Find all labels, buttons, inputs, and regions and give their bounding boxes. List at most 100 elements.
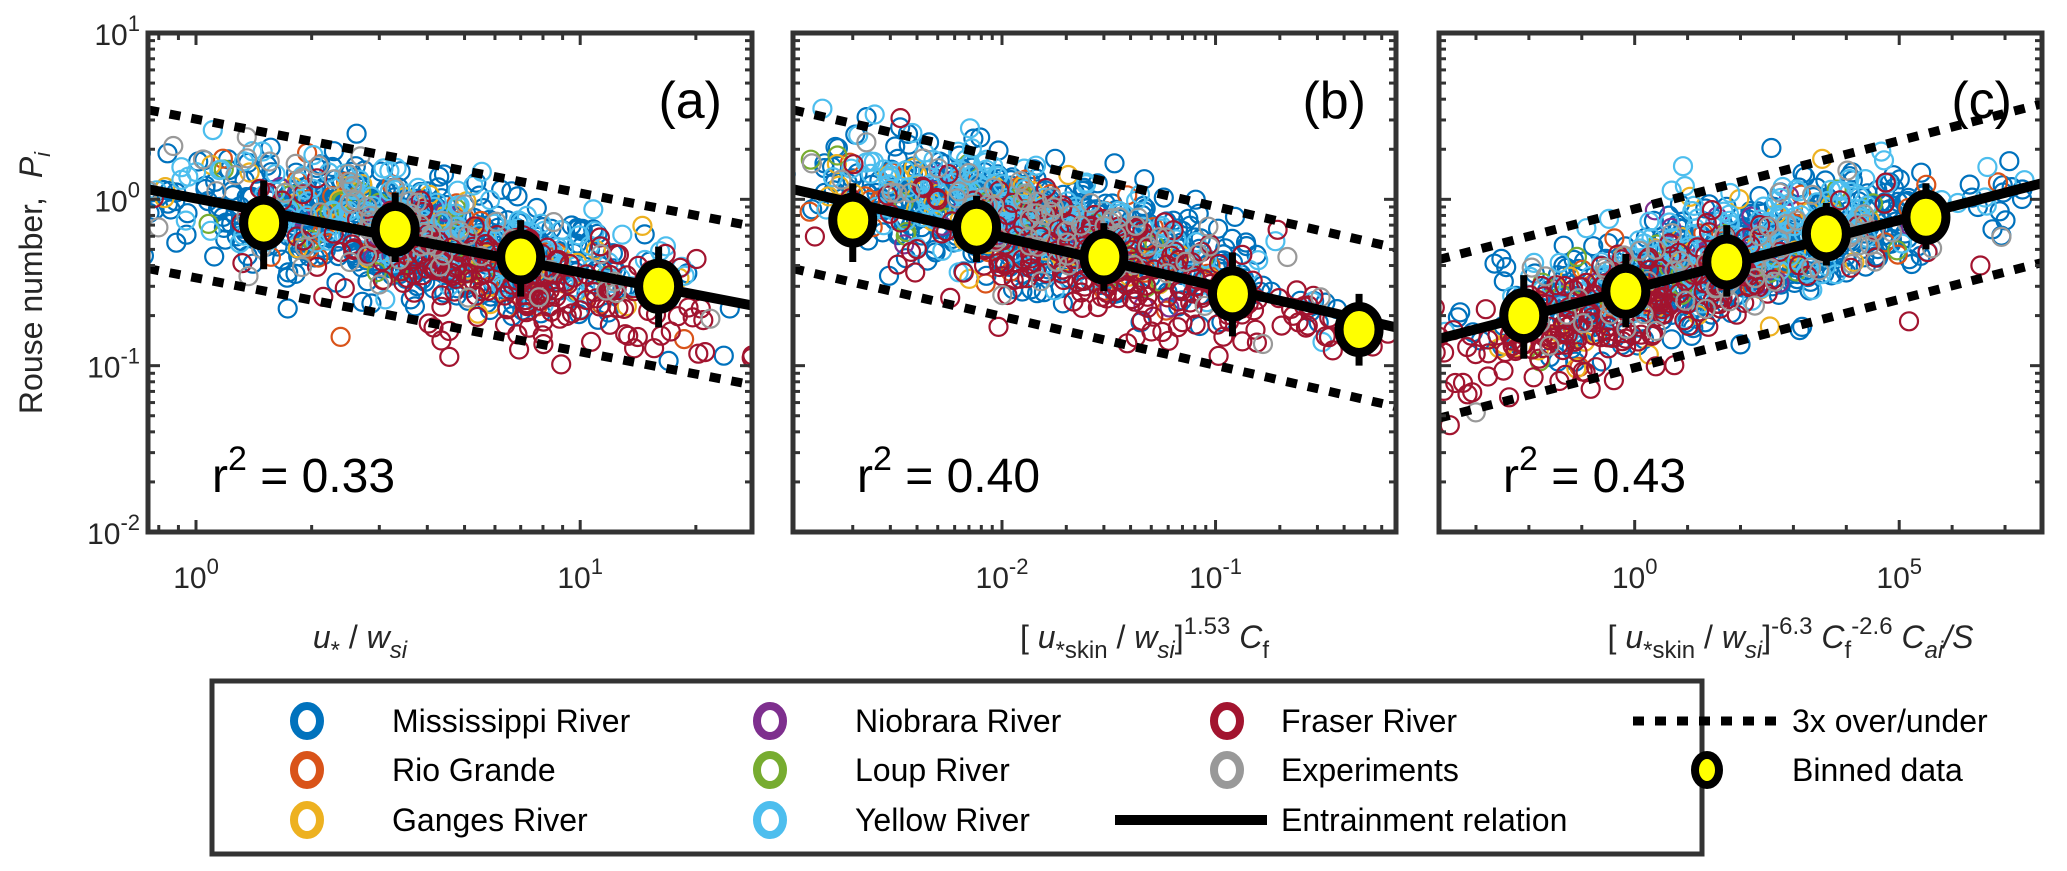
data-point (1828, 180, 1849, 201)
data-point (1567, 342, 1588, 363)
data-point (1405, 399, 1423, 417)
data-point (533, 334, 554, 355)
data-point (1186, 232, 1207, 253)
legend-label: Niobrara River (855, 703, 1062, 739)
data-point (1531, 275, 1552, 297)
x-axis-label-part: * (331, 637, 340, 664)
axes-box (145, 30, 755, 535)
data-point (1598, 338, 1619, 359)
data-point (700, 308, 721, 329)
data-point (177, 203, 198, 224)
x-tick-base: 10 (173, 562, 206, 595)
data-point (1172, 312, 1193, 333)
data-point (294, 237, 315, 258)
data-point (757, 181, 775, 199)
data-point (1158, 330, 1179, 351)
data-point (303, 145, 324, 166)
data-point (947, 168, 968, 189)
x-tick-label: 100 (1612, 554, 1658, 595)
binned-data-point (370, 201, 420, 257)
upper-3x-line (148, 105, 752, 231)
data-point (1598, 208, 1620, 229)
legend-entry: Niobrara River (753, 702, 1062, 740)
data-point (1661, 180, 1682, 201)
data-point (1080, 193, 1101, 214)
binned-data-point (1901, 189, 1951, 245)
data-point (1030, 271, 1051, 292)
binned-data-point (952, 199, 1002, 255)
data-point (1009, 170, 1031, 192)
data-point (406, 192, 427, 213)
legend-entry: Mississippi River (290, 702, 631, 740)
data-point (590, 244, 612, 265)
data-point (1277, 246, 1298, 268)
data-point (346, 123, 367, 144)
data-point (1232, 331, 1253, 352)
data-point (212, 148, 233, 169)
data-point (1901, 253, 1922, 275)
data-point (482, 270, 503, 291)
x-axis-label: u* / wsi (313, 619, 408, 664)
binned-data-point (1801, 206, 1851, 262)
data-point (599, 314, 621, 335)
data-point (551, 354, 572, 375)
data-point (0, 114, 12, 132)
data-point (345, 190, 366, 211)
data-point (612, 224, 633, 245)
data-point (501, 181, 522, 202)
data-point (1760, 258, 1782, 279)
data-point (1265, 231, 1286, 252)
data-point (753, 156, 771, 174)
data-point (62, 154, 80, 172)
data-point (673, 329, 695, 350)
legend-circle-icon (290, 751, 324, 789)
binned-data-point (239, 195, 289, 251)
data-point (1410, 353, 1428, 371)
data-point (1015, 183, 1036, 205)
data-point (843, 154, 864, 175)
x-tick-exp: 5 (1910, 554, 1922, 579)
data-point (539, 280, 560, 301)
legend-entry: Binned data (1691, 751, 1963, 789)
data-point (1590, 327, 1612, 348)
x-axis-label-part: [ (1020, 619, 1038, 655)
r2-symbol: r (1503, 450, 1519, 503)
data-point (988, 316, 1009, 337)
data-point (2059, 131, 2067, 149)
y-tick-label: 10-2 (87, 510, 140, 551)
legend-circle-icon (753, 801, 787, 839)
data-point (589, 227, 611, 248)
data-point (1397, 363, 1415, 381)
data-point (1800, 257, 1822, 278)
data-point (926, 187, 947, 209)
data-point (1213, 326, 1234, 347)
data-point (1873, 150, 1895, 171)
data-point (1839, 169, 1860, 190)
data-point (1572, 313, 1594, 334)
data-point (1188, 243, 1209, 264)
data-point (237, 148, 258, 169)
data-point (1149, 227, 1170, 248)
panel-label: (b) (1302, 72, 1366, 130)
data-point (1911, 162, 1932, 183)
binned-data-point (1702, 234, 1752, 290)
data-point (1336, 433, 1354, 451)
data-point (1445, 372, 1466, 394)
data-point (1848, 235, 1869, 256)
legend-circle-icon (1210, 751, 1244, 789)
legend-entry: Ganges River (290, 801, 588, 839)
r2-value: = 0.43 (1538, 450, 1686, 503)
data-point (1744, 295, 1766, 316)
legend-circle-icon (1210, 702, 1244, 740)
y-axis-symbol: P (13, 156, 49, 178)
x-axis-label-part: *skin (1056, 637, 1108, 664)
data-point (567, 233, 588, 254)
data-point (1959, 174, 1980, 195)
x-tick-label: 10-1 (1189, 554, 1242, 595)
panel-1: 10-2 10-1[ u*skin / wsi]1.53 Cf(b)r2 = 0.… (753, 30, 1399, 664)
y-tick-base: 10 (87, 518, 120, 551)
data-point (277, 298, 298, 319)
data-point (762, 165, 780, 183)
